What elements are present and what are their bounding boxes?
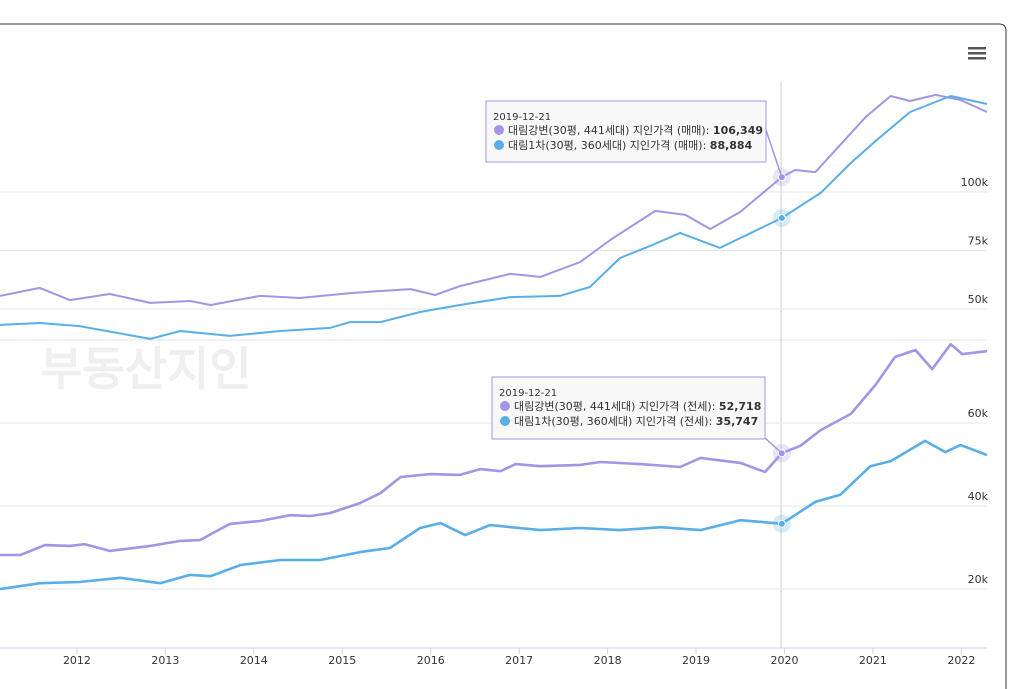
x-tick-label: 2013 xyxy=(151,654,179,667)
x-tick-label: 2020 xyxy=(770,654,798,667)
tooltip-series-name: 대림1차(30평, 360세대) 지인가격 (매매) xyxy=(508,139,703,152)
x-tick-label: 2014 xyxy=(240,654,268,667)
y-tick-label: 75k xyxy=(968,234,989,247)
x-tick-label: 2021 xyxy=(859,654,887,667)
frame xyxy=(0,23,1007,689)
menu-bar xyxy=(968,57,986,60)
hover-point xyxy=(777,519,786,528)
tooltip-series-name: 대림강변(30평, 441세대) 지인가격 (전세) xyxy=(514,400,712,413)
y-tick-label: 60k xyxy=(968,407,989,420)
x-tick-label: 2019 xyxy=(682,654,710,667)
tooltip-date: 2019-12-21 xyxy=(493,112,551,123)
tooltip-item: 대림1차(30평, 360세대) 지인가격 (전세): 35,747 xyxy=(514,415,758,428)
tooltip-bullet xyxy=(500,416,510,426)
x-tick-label: 2018 xyxy=(594,654,622,667)
series-line xyxy=(0,439,988,591)
series-line xyxy=(0,95,988,340)
tooltip-item: 대림1차(30평, 360세대) 지인가격 (매매): 88,884 xyxy=(508,139,753,152)
x-tick-label: 2017 xyxy=(505,654,533,667)
x-tick-label: 2012 xyxy=(63,654,91,667)
tooltip-value: 106,349 xyxy=(713,124,763,137)
tooltip-item: 대림강변(30평, 441세대) 지인가격 (매매): 106,349 xyxy=(508,124,763,137)
tooltip-item: 대림강변(30평, 441세대) 지인가격 (전세): 52,718 xyxy=(514,400,761,413)
menu-bar xyxy=(968,52,986,55)
tooltip-value: 52,718 xyxy=(719,400,761,413)
y-tick-label: 100k xyxy=(961,176,989,189)
x-tick-label: 2015 xyxy=(328,654,356,667)
tooltip-bullet xyxy=(494,140,504,150)
tooltip-series-name: 대림강변(30평, 441세대) 지인가격 (매매) xyxy=(508,124,706,137)
y-tick-label: 40k xyxy=(968,490,989,503)
tooltip-value: 88,884 xyxy=(710,139,753,152)
tooltip-bullet xyxy=(500,401,510,411)
series-line xyxy=(0,342,988,557)
tooltip-bullet xyxy=(494,125,504,135)
tooltip-separator: : xyxy=(706,124,713,137)
menu-button[interactable] xyxy=(968,47,986,60)
tooltip-connector xyxy=(764,437,783,454)
series-line xyxy=(0,93,988,306)
y-tick-label: 50k xyxy=(968,293,989,306)
menu-bar xyxy=(968,47,986,50)
tooltip-date: 2019-12-21 xyxy=(499,388,557,399)
x-tick-label: 2016 xyxy=(417,654,445,667)
tooltip-box xyxy=(491,376,766,440)
tooltip-separator: : xyxy=(712,400,719,413)
tooltip-series-name: 대림1차(30평, 360세대) 지인가격 (전세) xyxy=(514,415,709,428)
hover-point xyxy=(777,213,786,222)
tooltip-value: 35,747 xyxy=(716,415,758,428)
x-tick-label: 2022 xyxy=(947,654,975,667)
tooltip-separator: : xyxy=(703,139,710,152)
tooltip-separator: : xyxy=(709,415,716,428)
tooltip-box xyxy=(485,100,767,163)
tooltip-connector xyxy=(765,129,783,178)
watermark: 부동산지인 xyxy=(40,342,252,396)
y-tick-label: 20k xyxy=(968,573,989,586)
